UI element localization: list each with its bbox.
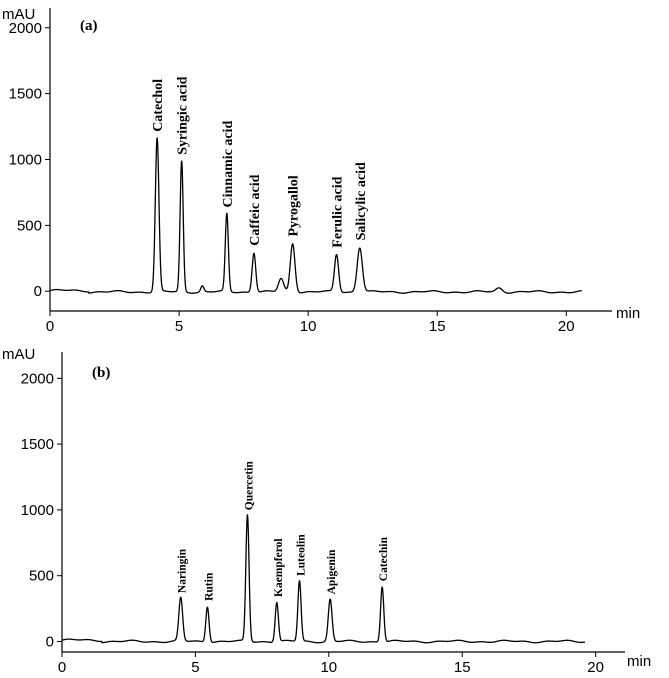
panel-a-ticks: 0 5 10 15 20 0 500 1000 1500 2000 [9, 20, 575, 335]
peak-label: Catechol [151, 79, 166, 132]
panel-b-chromatogram: mAU (b) min 0 5 10 15 20 0 500 1000 1500 2000 Nar… [2, 346, 651, 676]
peak-label: Naringin [177, 548, 189, 593]
x-tick-label: 5 [175, 318, 183, 335]
peak-label: Caffeic acid [248, 174, 263, 245]
x-tick-label: 20 [558, 318, 575, 335]
panel-a-letter: (a) [80, 18, 98, 34]
panel-b-letter: (b) [92, 365, 110, 381]
panel-b-trace [61, 514, 586, 644]
x-tick-label: 0 [46, 318, 54, 335]
peak-label: Catechin [378, 537, 390, 582]
peak-label: Cinnamic acid [221, 121, 236, 208]
peak-label: Syringic acid [176, 76, 191, 154]
peak-label: Salicylic acid [354, 162, 369, 240]
panel-b-peak-labels: Naringin Rutin Quercetin Kaempferol Luteolin… [177, 461, 391, 601]
x-tick-label: 0 [58, 659, 66, 676]
y-tick-label: 1500 [21, 436, 54, 453]
x-tick-label: 15 [454, 659, 471, 676]
y-tick-label: 500 [29, 568, 54, 585]
peak-label: Pyrogallol [287, 175, 302, 236]
y-tick-label: 500 [17, 217, 42, 234]
y-tick-label: 1000 [9, 152, 42, 169]
panel-b-ticks: 0 5 10 15 20 0 500 1000 1500 2000 [21, 370, 604, 676]
peak-label: Quercetin [243, 461, 255, 511]
panel-a-peak-labels: Catechol Syringic acid Cinnamic acid Caffei… [151, 76, 369, 247]
peak-label: Apigenin [326, 549, 338, 594]
x-tick-label: 5 [191, 659, 199, 676]
panel-b-x-unit-label: min [627, 653, 651, 670]
y-tick-label: 1000 [21, 502, 54, 519]
x-tick-label: 10 [300, 318, 317, 335]
x-tick-label: 20 [587, 659, 604, 676]
x-tick-label: 10 [320, 659, 337, 676]
peak-label: Rutin [203, 572, 215, 601]
panel-b-y-unit-label: mAU [2, 346, 35, 363]
panel-a-chromatogram: mAU (a) min 0 5 10 15 20 0 500 1000 1500 2000 Cat… [2, 6, 640, 335]
panel-a-x-unit-label: min [616, 305, 640, 322]
peak-label: Luteolin [296, 534, 308, 576]
peak-label: Kaempferol [273, 538, 285, 597]
panel-a-trace [49, 137, 583, 294]
x-tick-label: 15 [429, 318, 446, 335]
y-tick-label: 0 [34, 283, 42, 300]
y-tick-label: 2000 [9, 20, 42, 37]
y-tick-label: 2000 [21, 370, 54, 387]
y-tick-label: 0 [46, 633, 54, 650]
panel-a-y-unit-label: mAU [2, 6, 35, 23]
peak-label: Ferulic acid [331, 176, 346, 247]
y-tick-label: 1500 [9, 86, 42, 103]
